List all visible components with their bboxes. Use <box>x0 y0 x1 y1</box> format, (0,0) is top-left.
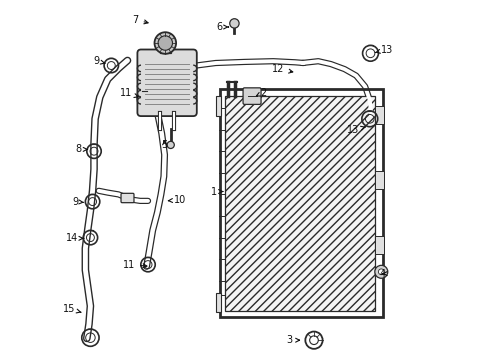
Bar <box>374 171 383 189</box>
Text: 12: 12 <box>272 64 292 74</box>
Text: 6: 6 <box>216 22 228 32</box>
Bar <box>374 106 383 124</box>
Text: 14: 14 <box>66 233 83 243</box>
Bar <box>159 46 171 53</box>
Text: 10: 10 <box>168 195 186 205</box>
Text: 5: 5 <box>161 140 167 150</box>
Circle shape <box>229 19 239 28</box>
Text: 15: 15 <box>63 304 81 314</box>
FancyBboxPatch shape <box>121 193 134 203</box>
Bar <box>216 96 220 116</box>
Text: 11: 11 <box>122 260 146 270</box>
Circle shape <box>158 36 172 50</box>
Text: 8: 8 <box>76 144 87 154</box>
FancyBboxPatch shape <box>243 88 261 104</box>
Bar <box>220 89 382 317</box>
FancyBboxPatch shape <box>137 50 196 116</box>
Text: 1: 1 <box>211 186 223 197</box>
Bar <box>225 96 374 311</box>
Text: 2: 2 <box>256 88 265 98</box>
Circle shape <box>378 269 384 275</box>
Text: 9: 9 <box>94 56 105 66</box>
Text: 7: 7 <box>132 15 148 25</box>
Text: 3: 3 <box>286 335 299 345</box>
Text: 4: 4 <box>379 269 386 279</box>
Bar <box>216 293 220 312</box>
Bar <box>374 236 383 254</box>
Text: 11: 11 <box>120 88 138 98</box>
Circle shape <box>154 32 176 54</box>
Circle shape <box>167 141 174 149</box>
Text: 13: 13 <box>374 45 392 55</box>
Text: 9: 9 <box>72 197 83 207</box>
Circle shape <box>374 265 387 278</box>
Text: 13: 13 <box>347 125 365 135</box>
